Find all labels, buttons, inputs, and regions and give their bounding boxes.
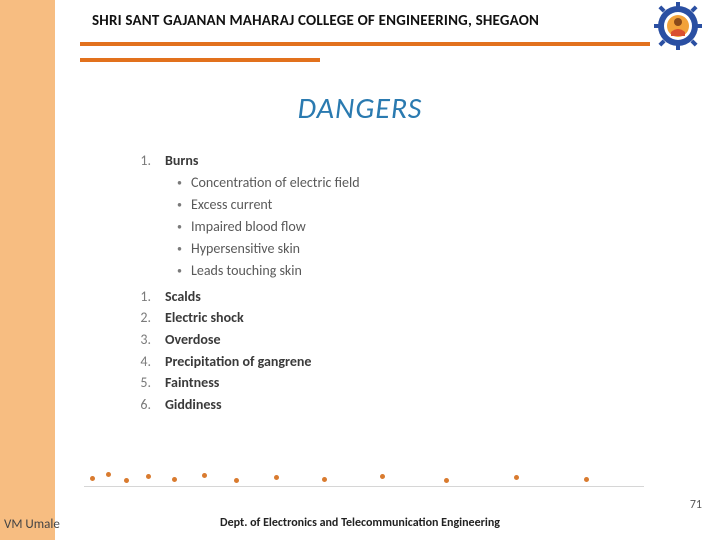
list-item: 6. Giddiness <box>125 394 360 416</box>
dot-icon <box>106 472 111 477</box>
bullet-icon: • <box>177 194 191 216</box>
dot-icon <box>124 478 129 483</box>
item-number: 2. <box>125 307 151 329</box>
dot-icon <box>444 478 449 483</box>
dot-icon <box>146 474 151 479</box>
item-number: 3. <box>125 329 151 351</box>
dot-icon <box>234 478 239 483</box>
sub-list-item: •Excess current <box>177 194 360 216</box>
sub-list-item: •Impaired blood flow <box>177 216 360 238</box>
dot-icon <box>172 477 177 482</box>
list-item: 1. Scalds <box>125 286 360 308</box>
item-number: 1. <box>125 286 151 308</box>
item-label: Faintness <box>165 372 219 394</box>
item-label: Burns <box>165 150 198 172</box>
header-rule-main <box>80 42 650 46</box>
header-rule-short <box>80 58 320 62</box>
sub-list-item: •Hypersensitive skin <box>177 238 360 260</box>
sub-item-label: Hypersensitive skin <box>191 238 300 260</box>
item-label: Giddiness <box>165 394 222 416</box>
dot-icon <box>380 474 385 479</box>
sub-item-label: Concentration of electric field <box>191 172 360 194</box>
lower-list: 1. Scalds 2. Electric shock 3. Overdose 4. Prec… <box>125 286 360 416</box>
page-number: 71 <box>690 498 702 512</box>
list-item: 3. Overdose <box>125 329 360 351</box>
list-item: 5. Faintness <box>125 372 360 394</box>
sub-list-item: •Leads touching skin <box>177 260 360 282</box>
dot-icon <box>202 473 207 478</box>
college-header: SHRI SANT GAJANAN MAHARAJ COLLEGE OF ENG… <box>92 12 652 30</box>
item-label: Precipitation of gangrene <box>165 351 311 373</box>
dot-icon <box>514 475 519 480</box>
footer-department: Dept. of Electronics and Telecommunicati… <box>0 516 720 530</box>
bullet-icon: • <box>177 172 191 194</box>
content-body: 1. Burns •Concentration of electric fiel… <box>125 150 360 416</box>
sub-list: •Concentration of electric field•Excess … <box>177 172 360 282</box>
sub-item-label: Excess current <box>191 194 272 216</box>
bullet-icon: • <box>177 238 191 260</box>
item-number: 4. <box>125 351 151 373</box>
decorative-dots <box>84 468 644 484</box>
slide-title: DANGERS <box>0 90 720 127</box>
sub-item-label: Leads touching skin <box>191 260 302 282</box>
left-accent-stripe <box>0 0 55 540</box>
dot-icon <box>90 476 95 481</box>
list-item: 2. Electric shock <box>125 307 360 329</box>
item-label: Overdose <box>165 329 221 351</box>
item-number: 6. <box>125 394 151 416</box>
college-logo <box>654 2 702 50</box>
list-item: 1. Burns <box>125 150 360 172</box>
item-label: Scalds <box>165 286 201 308</box>
item-number: 5. <box>125 372 151 394</box>
bullet-icon: • <box>177 260 191 282</box>
bullet-icon: • <box>177 216 191 238</box>
footer-rule <box>84 486 644 487</box>
item-number: 1. <box>125 150 151 172</box>
dot-icon <box>274 475 279 480</box>
sub-list-item: •Concentration of electric field <box>177 172 360 194</box>
dot-icon <box>322 477 327 482</box>
dot-icon <box>584 477 589 482</box>
item-label: Electric shock <box>165 307 244 329</box>
list-item: 4. Precipitation of gangrene <box>125 351 360 373</box>
sub-item-label: Impaired blood flow <box>191 216 306 238</box>
